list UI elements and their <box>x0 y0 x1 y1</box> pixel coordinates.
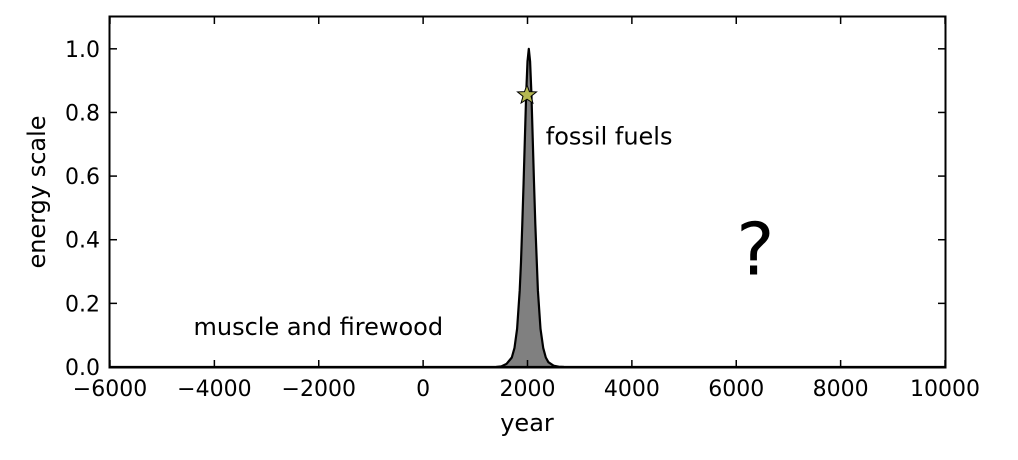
x-tick-label: 2000 <box>500 377 556 402</box>
x-tick-label: 10000 <box>910 377 980 402</box>
y-tick-label: 0.4 <box>65 229 100 254</box>
plot-frame <box>108 15 947 369</box>
y-tick-label: 0.0 <box>65 356 100 381</box>
x-axis-label: year <box>500 409 554 437</box>
y-tick-label: 1.0 <box>65 38 100 63</box>
annotation-1: muscle and firewood <box>194 313 444 341</box>
annotation-0: fossil fuels <box>546 122 673 150</box>
x-tick-label: −6000 <box>73 377 147 402</box>
star-marker <box>516 83 538 105</box>
area-line-0 <box>496 47 565 369</box>
ticks: −6000 −4000 −2000 0 2000 4000 6000 8000 10000 0.0… <box>65 17 980 402</box>
y-tick-label: 0.8 <box>65 101 100 126</box>
question-mark-annotation: ? <box>736 208 774 292</box>
x-tick-label: 0 <box>416 377 430 402</box>
y-tick-label: 0.6 <box>65 165 100 190</box>
x-tick-label: 4000 <box>604 377 660 402</box>
x-tick-label: −4000 <box>177 377 251 402</box>
x-tick-label: −2000 <box>282 377 356 402</box>
annotations: fossil fuels muscle and firewood? <box>194 122 775 341</box>
x-tick-label: 6000 <box>708 377 764 402</box>
y-tick-label: 0.2 <box>65 292 100 317</box>
area-fill-0 <box>496 48 564 368</box>
y-axis-label: energy scale <box>23 115 51 268</box>
x-tick-label: 8000 <box>813 377 869 402</box>
